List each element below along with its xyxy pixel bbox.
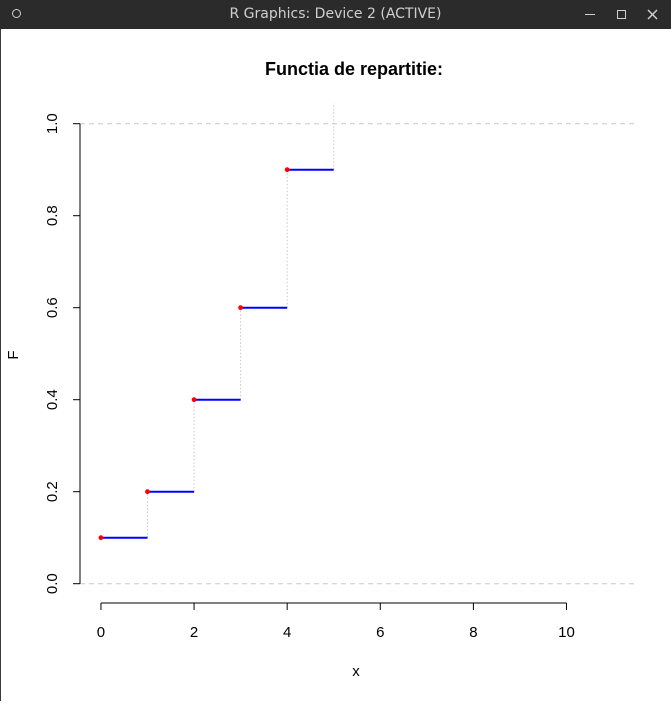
x-axis-label: x (352, 663, 360, 680)
window-titlebar[interactable]: R Graphics: Device 2 (ACTIVE) (0, 0, 671, 29)
minimize-icon (585, 13, 595, 16)
maximize-button[interactable] (607, 0, 635, 29)
x-tick-label-3: 6 (376, 624, 384, 641)
step-point-1 (145, 489, 150, 495)
step-point-2 (191, 397, 197, 403)
y-tick-label-0: 0.0 (44, 573, 61, 594)
x-tick-label-1: 2 (190, 624, 198, 641)
step-point-4 (284, 167, 290, 173)
chart-title: Functia de repartitie: (265, 59, 443, 79)
chart-canvas: Functia de repartitie: x F 0.00.20.40.60… (5, 59, 634, 680)
close-icon (646, 9, 658, 20)
window-menu-icon[interactable] (12, 9, 21, 18)
window-title: R Graphics: Device 2 (ACTIVE) (229, 6, 442, 22)
x-tick-label-4: 8 (469, 624, 477, 641)
axes: 0.0 0.2 0.4 0.6 0.8 1.0 0 2 4 6 8 10 (44, 113, 575, 641)
plot-area: Functia de repartitie: x F 0.0 0.2 0.4 0.6 0… (0, 29, 671, 701)
x-tick-label-2: 4 (283, 624, 291, 641)
y-tick-label-2: 0.4 (44, 389, 61, 410)
x-tick-label-5: 10 (558, 624, 575, 641)
step-point-0 (98, 535, 104, 541)
y-tick-label-3: 0.6 (44, 297, 61, 318)
step-point-3 (238, 305, 244, 311)
y-tick-label-4: 0.8 (44, 205, 61, 226)
x-tick-label-0: 0 (97, 624, 105, 641)
maximize-icon (616, 10, 626, 19)
step-series (98, 167, 334, 541)
y-tick-label-5: 1.0 (44, 113, 61, 134)
y-tick-label-1: 0.2 (44, 481, 61, 502)
guide-lines (80, 103, 634, 585)
close-button[interactable] (638, 0, 666, 29)
minimize-button[interactable] (576, 0, 604, 29)
y-axis-label: F (5, 350, 22, 359)
